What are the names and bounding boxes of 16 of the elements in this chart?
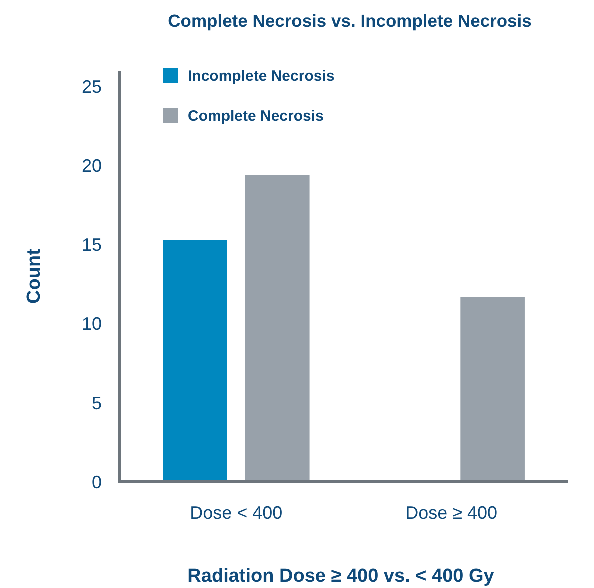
- y-axis-title: Count: [24, 248, 45, 304]
- y-tick-label: 0: [92, 472, 102, 492]
- bar: [245, 175, 310, 482]
- x-axis-title: Radiation Dose ≥ 400 vs. < 400 Gy: [188, 566, 495, 587]
- y-tick-label: 5: [92, 393, 102, 414]
- bar: [460, 297, 525, 482]
- y-tick-label: 20: [82, 156, 102, 176]
- chart-title: Complete Necrosis vs. Incomplete Necrosis: [168, 11, 532, 31]
- y-tick-label: 15: [82, 235, 102, 256]
- bar: [163, 240, 228, 482]
- y-tick-label: 10: [82, 314, 102, 334]
- legend-label: Incomplete Necrosis: [188, 68, 335, 85]
- legend-label: Complete Necrosis: [188, 108, 324, 125]
- x-tick-label: Dose ≥ 400: [406, 503, 498, 523]
- x-tick-label: Dose < 400: [190, 503, 283, 523]
- y-tick-label: 25: [82, 77, 102, 98]
